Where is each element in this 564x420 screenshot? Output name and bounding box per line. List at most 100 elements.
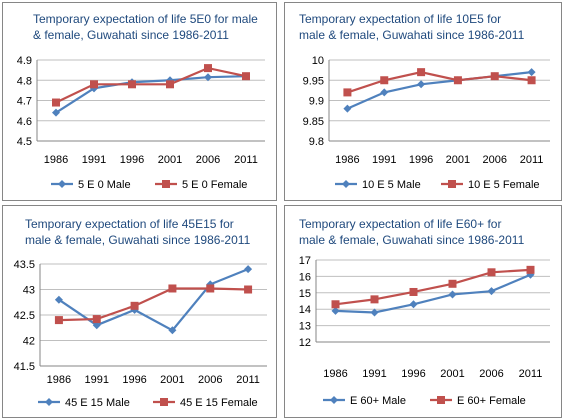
y-tick-label: 12 [299,337,311,349]
x-tick-label: 2006 [198,374,222,386]
data-point-marker [92,315,101,324]
line-chart-5e0: 4.5 4.6 4.7 4.8 4.9 1986 1991 1996 2001 2006 2011 5… [17,55,265,191]
data-point-marker [168,326,177,335]
chart-title: Temporary expectation of life 5E0 for ma… [33,11,258,43]
chart-title: Temporary expectation of life E60+ for m… [299,216,524,248]
chart-title-line: Temporary expectation of life E60+ for [299,217,502,231]
y-tick-label: 15 [299,288,311,300]
data-point-marker [331,300,340,309]
data-point-marker [45,398,53,406]
data-point-marker [370,295,379,304]
series-line [55,75,247,114]
x-tick-label: 1986 [47,374,71,386]
data-point-marker [52,108,60,117]
legend-label: 5 E 0 Male [78,179,131,191]
data-point-marker [204,73,212,82]
x-tick-label: 1991 [85,374,109,386]
data-point-marker [490,72,499,81]
data-point-marker [130,301,139,310]
data-point-marker [242,72,250,81]
y-tick-label: 4.7 [17,96,32,108]
x-tick-label: 2006 [479,368,503,380]
data-point-marker [380,76,389,85]
chart-title-line: Temporary expectation of life 45E15 for [25,217,234,231]
data-point-marker [417,80,426,89]
y-tick-label: 14 [299,304,311,316]
data-point-marker [487,268,496,277]
data-point-marker [453,76,462,85]
x-tick-label: 1996 [120,154,144,166]
x-tick-label: 2011 [519,368,543,380]
chart-title-line: male & female, Guwahati since 1986-2011 [25,233,251,247]
chart-panel-e60: Temporary expectation of life E60+ for m… [284,205,562,418]
y-tick-label: 9.9 [309,96,324,108]
y-tick-label: 9.95 [303,75,324,87]
data-point-marker [166,80,174,89]
chart-panel-10e5: Temporary expectation of life 10E5 for m… [284,2,562,201]
x-tick-label: 1996 [122,374,146,386]
series-line [58,268,249,332]
series-line [347,71,532,94]
data-point-marker [54,295,63,304]
chart-title-line: male & female, Guwahati since 1986-2011 [299,28,525,42]
x-tick-label: 2001 [158,154,182,166]
y-tick-label: 13 [299,321,311,333]
data-point-marker [448,290,457,299]
data-point-marker [92,321,101,330]
data-point-marker [437,396,445,404]
data-point-marker [162,180,170,188]
legend-label: E 60+ Female [457,395,526,407]
x-tick-label: 1986 [323,368,347,380]
y-tick-label: 42 [23,336,35,348]
chart-title-line: Temporary expectation of life 10E5 for [299,12,502,26]
data-point-marker [244,285,253,294]
y-tick-label: 4.5 [17,136,32,148]
x-tick-label: 2011 [520,154,544,166]
chart-panel-45e15: Temporary expectation of life 45E15 for … [2,205,277,418]
chart-panel-5e0: Temporary expectation of life 5E0 for ma… [2,2,277,201]
data-point-marker [343,104,352,113]
legend-label: 10 E 5 Female [468,179,540,191]
data-point-marker [448,279,457,288]
data-point-marker [370,308,379,317]
data-point-marker [527,76,536,85]
y-tick-label: 4.9 [17,55,32,67]
x-tick-label: 2011 [236,374,260,386]
y-tick-label: 10 [312,55,324,67]
legend-label: 45 E 15 Female [180,397,258,409]
data-point-marker [409,287,418,296]
x-tick-label: 2001 [446,154,470,166]
x-tick-label: 1996 [409,154,433,166]
x-tick-label: 2006 [483,154,507,166]
x-tick-label: 1986 [335,154,359,166]
series-line [58,287,249,322]
x-tick-label: 1996 [401,368,425,380]
legend-label: 5 E 0 Female [182,179,247,191]
y-tick-label: 4.8 [17,75,32,87]
data-point-marker [342,180,350,188]
x-tick-label: 1991 [82,154,106,166]
data-point-marker [206,284,215,293]
data-point-marker [487,287,496,296]
chart-title: Temporary expectation of life 10E5 for m… [299,11,524,43]
x-tick-label: 2001 [160,374,184,386]
data-point-marker [168,284,177,293]
data-point-marker [160,398,168,406]
legend-label: 10 E 5 Male [362,179,421,191]
data-point-marker [527,68,536,77]
data-point-marker [330,396,338,404]
data-point-marker [54,316,63,325]
y-tick-label: 17 [299,255,311,267]
y-tick-label: 9.85 [303,116,324,128]
y-tick-label: 4.6 [17,116,32,128]
chart-title: Temporary expectation of life 45E15 for … [25,216,250,248]
series-line [346,71,532,110]
data-point-marker [417,68,426,77]
data-point-marker [448,180,456,188]
y-tick-label: 43.5 [14,259,35,271]
legend-label: E 60+ Male [350,395,406,407]
line-chart-e60: 12 13 14 15 16 17 1986 1991 1996 2001 2006 2011 E 60… [299,255,550,407]
x-tick-label: 1991 [362,368,386,380]
data-point-marker [343,88,352,97]
data-point-marker [331,306,340,315]
